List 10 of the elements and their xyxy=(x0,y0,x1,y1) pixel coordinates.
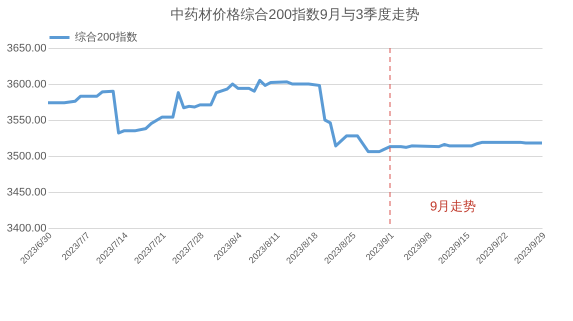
line-series xyxy=(46,78,544,154)
y-tick-label: 3650.00 xyxy=(6,42,46,54)
y-tick-label: 3400.00 xyxy=(6,222,46,234)
y-tick-label: 3600.00 xyxy=(6,78,46,90)
y-tick-label: 3450.00 xyxy=(6,186,46,198)
legend-label: 综合200指数 xyxy=(75,30,138,44)
chart-title: 中药材价格综合200指数9月与3季度走势 xyxy=(170,6,420,22)
y-tick-label: 3500.00 xyxy=(6,150,46,162)
annotation: 9月走势 xyxy=(430,198,476,214)
y-tick-label: 3550.00 xyxy=(6,114,46,126)
